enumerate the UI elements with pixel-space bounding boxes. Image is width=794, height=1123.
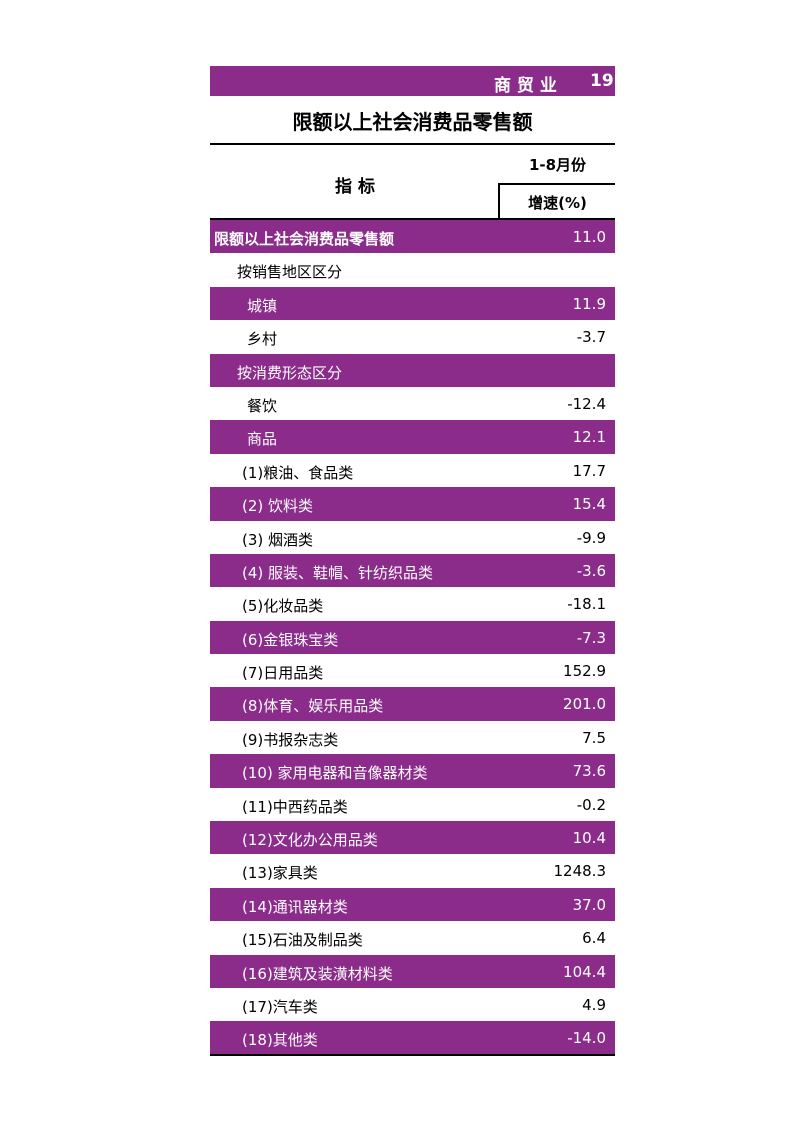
table-row: (11)中西药品类 -0.2 — [210, 788, 615, 821]
period-header: 1-8月份 — [528, 156, 587, 174]
row-label: (17)汽车类 — [242, 997, 318, 1016]
row-label: (18)其他类 — [242, 1031, 318, 1050]
row-label: 城镇 — [247, 296, 278, 315]
table-row: (14)通讯器材类 37.0 — [210, 887, 615, 922]
row-value: -18.1 — [567, 595, 606, 614]
row-label: (8)体育、娱乐用品类 — [242, 697, 384, 716]
table-row: (15)石油及制品类 6.4 — [210, 921, 615, 954]
table-row: (2) 饮料类 15.4 — [210, 487, 615, 521]
table-row: (6)金银珠宝类 -7.3 — [210, 620, 615, 655]
row-value: 7.5 — [582, 728, 606, 747]
row-value: 104.4 — [563, 962, 606, 981]
row-label: (12)文化办公用品类 — [242, 831, 378, 850]
row-label: 限额以上社会消费品零售额 — [214, 230, 395, 248]
table-row: (8)体育、娱乐用品类 201.0 — [210, 687, 615, 721]
row-value: 10.4 — [572, 829, 606, 848]
table-row: (1)粮油、食品类 17.7 — [210, 454, 615, 487]
row-label: (7)日用品类 — [242, 664, 324, 683]
row-label: (4) 服装、鞋帽、针纺织品类 — [242, 563, 434, 582]
divider — [210, 1054, 615, 1056]
row-value: 152.9 — [563, 662, 606, 681]
table-row: (4) 服装、鞋帽、针纺织品类 -3.6 — [210, 553, 615, 588]
table-row: (18)其他类 -14.0 — [210, 1021, 615, 1055]
indicator-header: 指 标 — [335, 177, 375, 197]
table-row: (17)汽车类 4.9 — [210, 988, 615, 1021]
table-row: (9)书报杂志类 7.5 — [210, 721, 615, 754]
row-value: 17.7 — [572, 461, 606, 480]
table-row: (12)文化办公用品类 10.4 — [210, 821, 615, 855]
row-value: -3.6 — [576, 561, 606, 580]
row-label: 商品 — [247, 430, 278, 449]
row-label: (13)家具类 — [242, 864, 318, 883]
row-value: 6.4 — [582, 929, 606, 948]
row-value: 15.4 — [572, 495, 606, 514]
row-value: -0.2 — [576, 795, 606, 814]
table-row: 乡村 -3.7 — [210, 320, 615, 353]
table-row: (5)化妆品类 -18.1 — [210, 587, 615, 620]
row-value: 11.0 — [572, 228, 606, 246]
divider — [498, 183, 500, 219]
table-row: 按销售地区区分 — [210, 253, 615, 286]
row-value: 4.9 — [582, 995, 606, 1014]
data-table: 限额以上社会消费品零售额 11.0 按销售地区区分城镇 11.9 乡村 -3.7 按消费形态… — [210, 220, 615, 1055]
table-row: (10) 家用电器和音像器材类 73.6 — [210, 754, 615, 788]
table-row: 餐饮 -12.4 — [210, 387, 615, 420]
section-name: 商 贸 业 — [494, 76, 557, 96]
row-value: -14.0 — [567, 1029, 606, 1048]
row-value: 201.0 — [563, 695, 606, 714]
row-value: -7.3 — [576, 628, 606, 647]
table-row: 限额以上社会消费品零售额 11.0 — [210, 220, 615, 254]
row-label: (15)石油及制品类 — [242, 931, 363, 950]
row-label: 乡村 — [247, 330, 278, 349]
page-number: 19 — [590, 71, 614, 91]
row-label: (5)化妆品类 — [242, 597, 324, 616]
row-label: (3) 烟酒类 — [242, 530, 314, 549]
row-value: 11.9 — [572, 294, 606, 313]
row-label: (14)通讯器材类 — [242, 897, 348, 916]
row-value: -9.9 — [576, 528, 606, 547]
table-row: (7)日用品类 152.9 — [210, 654, 615, 687]
row-value: 37.0 — [572, 895, 606, 914]
table-row: 商品 12.1 — [210, 420, 615, 454]
row-label: (16)建筑及装潢材料类 — [242, 964, 393, 983]
row-label: (6)金银珠宝类 — [242, 630, 339, 649]
row-label: (9)书报杂志类 — [242, 730, 339, 749]
table-row: 按消费形态区分 — [210, 353, 615, 387]
table-row: (13)家具类 1248.3 — [210, 854, 615, 887]
row-value: 12.1 — [572, 428, 606, 447]
row-label: (10) 家用电器和音像器材类 — [242, 764, 428, 783]
divider — [210, 143, 615, 145]
row-value: 73.6 — [572, 762, 606, 781]
table-row: (16)建筑及装潢材料类 104.4 — [210, 954, 615, 988]
growth-header: 增速(%) — [528, 194, 587, 212]
row-label: 餐饮 — [247, 396, 278, 415]
table-row: 城镇 11.9 — [210, 286, 615, 321]
section-banner: 商 贸 业 19 — [210, 66, 615, 96]
row-label: 按消费形态区分 — [237, 363, 343, 382]
page-title: 限额以上社会消费品零售额 — [292, 110, 533, 134]
row-value: -3.7 — [576, 328, 606, 347]
row-value: -12.4 — [567, 394, 606, 413]
row-label: (11)中西药品类 — [242, 797, 348, 816]
row-value: 1248.3 — [553, 862, 607, 881]
row-label: 按销售地区区分 — [237, 263, 343, 282]
row-label: (2) 饮料类 — [242, 497, 314, 516]
table-row: (3) 烟酒类 -9.9 — [210, 521, 615, 554]
row-label: (1)粮油、食品类 — [242, 463, 354, 482]
divider — [498, 183, 615, 185]
divider — [210, 218, 615, 220]
